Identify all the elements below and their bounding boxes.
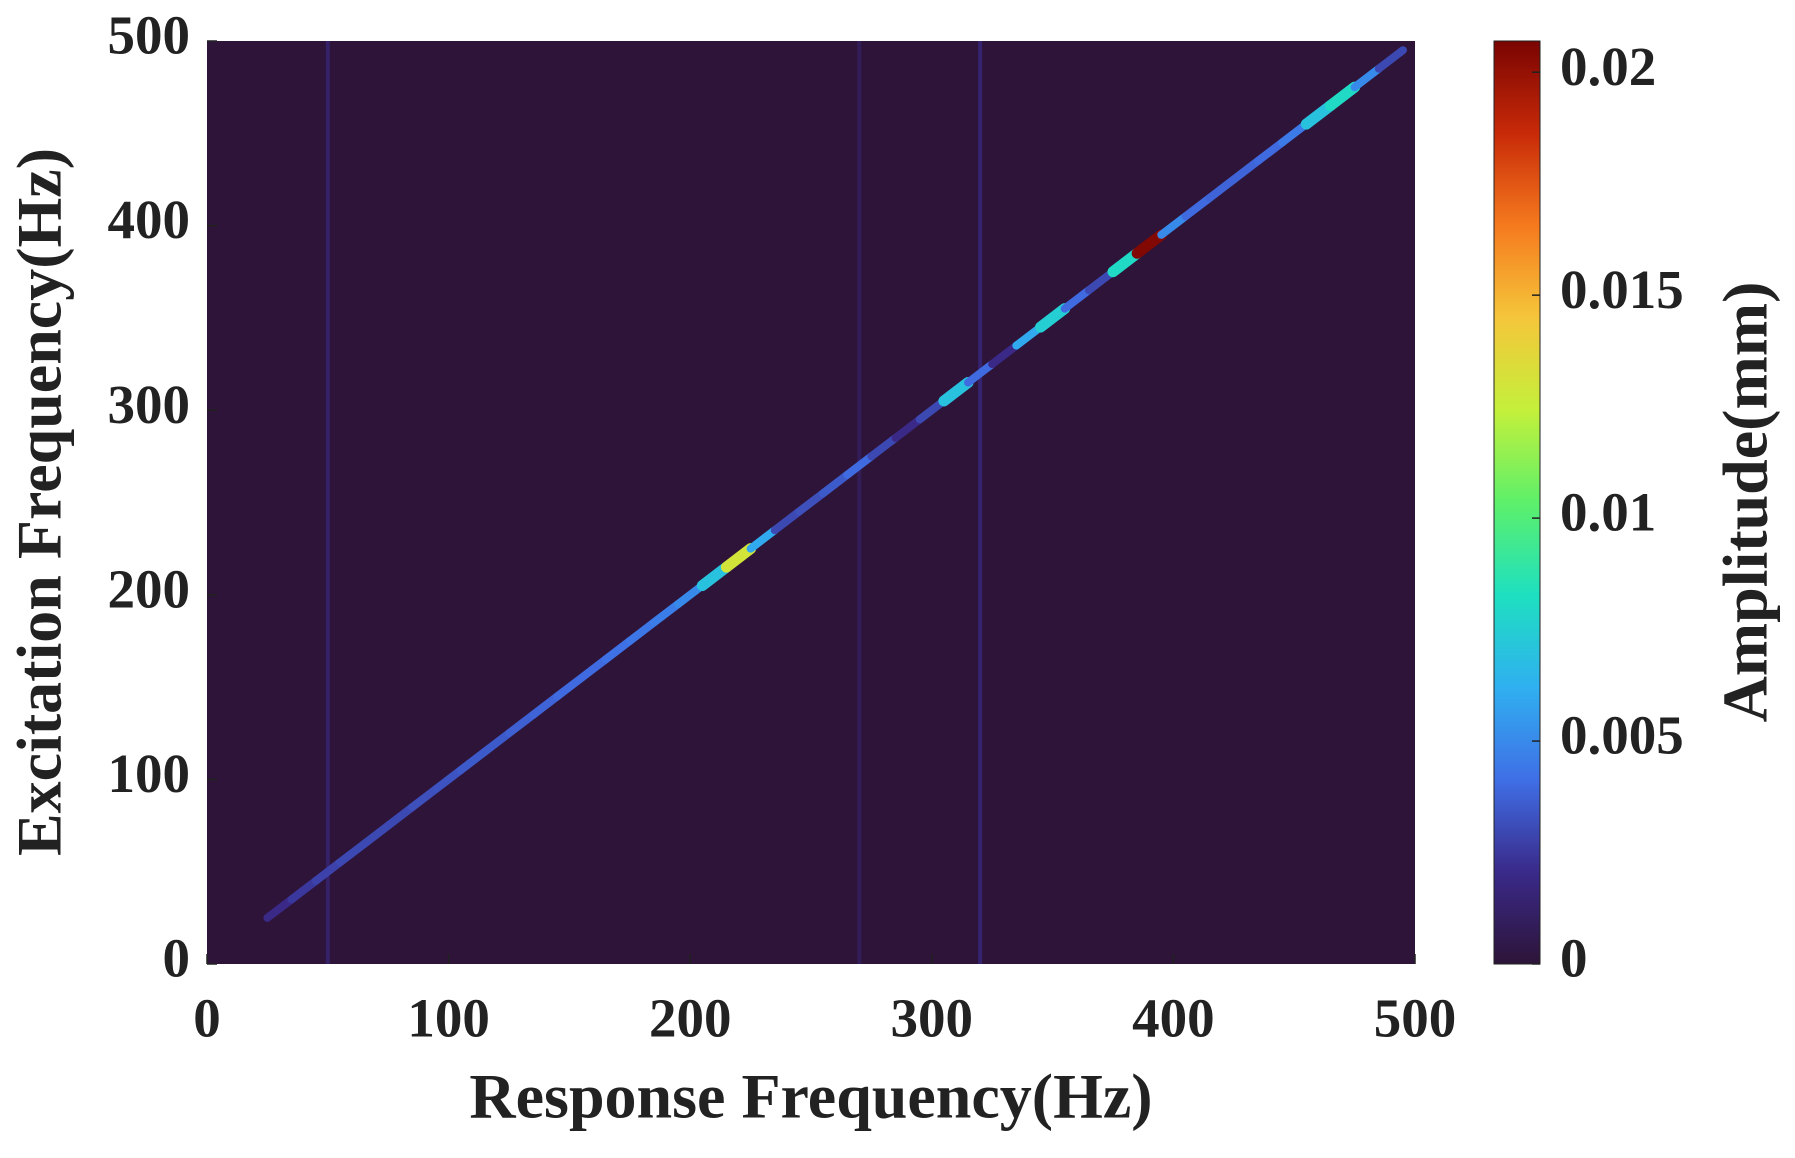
ridge-cell: [843, 452, 876, 479]
ridge-cell: [625, 618, 658, 645]
ridge-cell: [577, 655, 610, 682]
x-tick-label: 0: [193, 988, 221, 1049]
ridge-cell: [456, 747, 489, 775]
ridge-cell: [746, 526, 779, 553]
ridge-cell: [408, 784, 441, 812]
ridge-cell: [1205, 175, 1238, 202]
ridge-cell: [938, 377, 974, 407]
ridge-cell: [770, 507, 803, 535]
x-tick-label: 300: [891, 988, 974, 1049]
ridge-cell: [335, 840, 369, 867]
ridge-cell: [1374, 46, 1407, 73]
y-tick-label: 500: [108, 5, 191, 66]
ridge-cell: [794, 489, 828, 516]
colorbar-tick-label: 0: [1560, 928, 1588, 989]
ridge-cell: [720, 543, 757, 573]
ridge-cell: [964, 360, 997, 387]
ridge-cell: [529, 692, 562, 719]
colorbar-label: Amplitude(mm): [1710, 282, 1781, 723]
ridge-cell: [287, 876, 320, 904]
colorbar-tick-label: 0.01: [1560, 482, 1656, 543]
ridge-cell: [1229, 156, 1262, 184]
x-tick-label: 500: [1374, 988, 1457, 1049]
ridge-cell: [649, 600, 683, 627]
y-tick-label: 0: [163, 928, 191, 989]
ridge-cell: [553, 673, 586, 701]
y-tick-label: 300: [108, 374, 191, 435]
ridge-cell: [1253, 138, 1287, 165]
ridge-cell: [480, 729, 513, 756]
ridge-cell: [311, 858, 344, 885]
colorbar-tick-label: 0.015: [1560, 259, 1684, 320]
ridge-cell: [384, 803, 417, 830]
x-tick-label: 100: [407, 988, 490, 1049]
y-tick-label: 200: [108, 558, 191, 619]
x-tick-label: 400: [1132, 988, 1215, 1049]
ridge-cell: [891, 415, 924, 442]
y-tick-label: 100: [108, 743, 191, 804]
ridge-cell: [988, 341, 1021, 369]
ridge-cell: [819, 470, 852, 498]
x-axis-label: Response Frequency(Hz): [469, 1061, 1152, 1132]
ridge-cell: [505, 710, 538, 738]
ridge-cell: [1181, 193, 1214, 221]
ridge-cell: [1350, 64, 1383, 92]
ridge-cell: [360, 821, 393, 849]
ridge-cell: [1131, 229, 1167, 259]
colorbar: [1493, 40, 1541, 965]
ridge-cell: [432, 766, 465, 793]
colorbar-tick-label: 0.02: [1560, 36, 1656, 97]
colorbar-tick-label: 0.005: [1560, 705, 1684, 766]
x-tick-label: 200: [649, 988, 732, 1049]
ridge-cell: [1324, 81, 1361, 112]
ridge-cell: [1035, 303, 1071, 333]
ridge-cell: [867, 433, 900, 461]
ridge-cell: [1157, 212, 1190, 239]
y-tick-label: 400: [108, 189, 191, 250]
ridge-cell: [263, 895, 296, 922]
y-axis-label: Excitation Frequency(Hz): [4, 148, 75, 856]
ridge-cell: [601, 636, 634, 664]
ridge-cell: [1060, 286, 1093, 313]
